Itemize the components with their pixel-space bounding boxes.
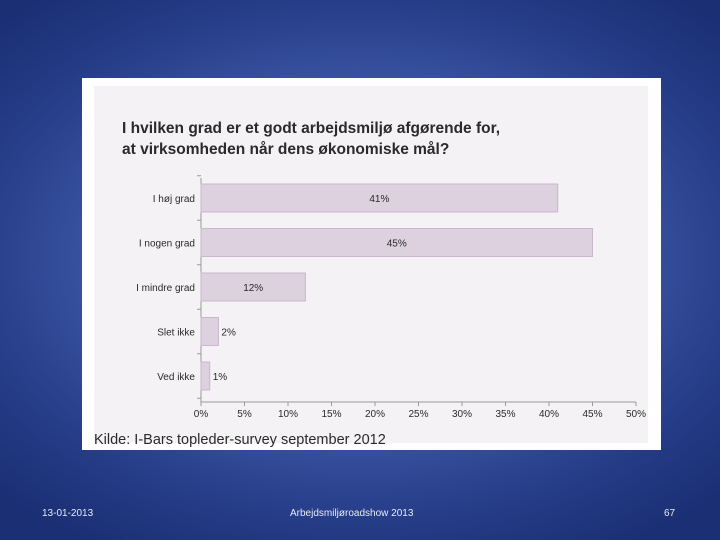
data-label: 41% — [369, 194, 389, 205]
data-label: 45% — [387, 239, 407, 250]
chart-panel: I hvilken grad er et godt arbejdsmiljø a… — [94, 86, 648, 448]
bar — [200, 317, 219, 346]
x-tick-label: 25% — [408, 409, 428, 420]
x-tick-label: 5% — [237, 409, 252, 420]
data-label: 1% — [213, 372, 228, 383]
x-tick-label: 35% — [495, 409, 515, 420]
bar — [200, 183, 559, 213]
x-tick-label: 30% — [452, 409, 472, 420]
bar — [200, 228, 593, 257]
x-tick-label: 50% — [626, 409, 646, 420]
page-number: 67 — [664, 508, 676, 519]
chart-title-line-2: at virksomheden når dens økonomiske mål? — [122, 141, 450, 158]
x-tick-label: 45% — [582, 409, 602, 420]
footer-date: 13-01-2013 — [42, 508, 94, 519]
category-label: I høj grad — [153, 194, 195, 205]
x-tick-label: 40% — [539, 409, 559, 420]
bar — [200, 272, 306, 302]
category-label: I mindre grad — [136, 283, 195, 294]
chart-title-line-1: I hvilken grad er et godt arbejdsmiljø a… — [122, 120, 501, 137]
category-label: I nogen grad — [139, 239, 195, 250]
data-label: 12% — [243, 283, 263, 294]
x-tick-label: 20% — [365, 409, 385, 420]
bar-chart: I høj grad 41% I nogen grad 45% I mindre gra… — [136, 175, 646, 420]
x-tick-label: 0% — [194, 409, 209, 420]
chart-image: I hvilken grad er et godt arbejdsmiljø a… — [82, 78, 661, 450]
x-tick-label: 10% — [278, 409, 298, 420]
bar — [200, 361, 211, 391]
source-note: Kilde: I-Bars topleder-survey september … — [94, 432, 386, 448]
category-label: Ved ikke — [157, 372, 195, 383]
chart-title: I hvilken grad er et godt arbejdsmiljø a… — [122, 118, 642, 160]
category-label: Slet ikke — [157, 328, 195, 339]
footer-title: Arbejdsmiljøroadshow 2013 — [290, 508, 414, 519]
x-tick-label: 15% — [321, 409, 341, 420]
data-label: 2% — [221, 328, 236, 339]
